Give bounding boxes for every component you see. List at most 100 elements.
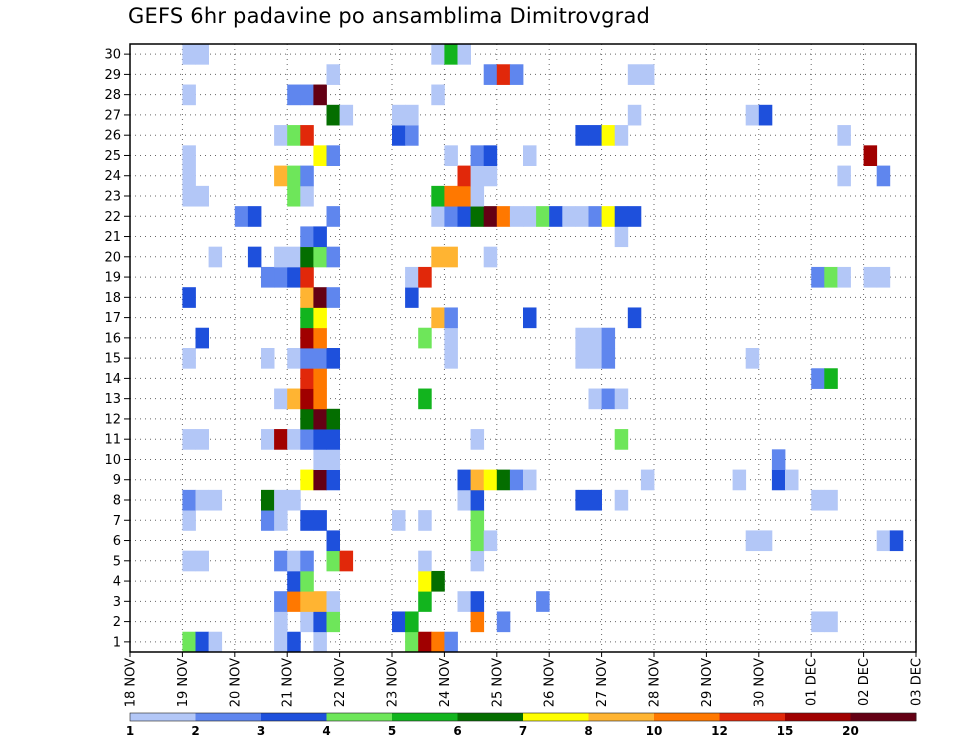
heatmap-cells [182,44,904,653]
heatmap-cell [313,348,327,369]
heatmap-cell [588,206,602,227]
heatmap-cell [313,449,327,470]
heatmap-cell [274,266,288,288]
heatmap-cell [208,489,223,511]
heatmap-cell [405,266,419,288]
heatmap-cell [300,185,314,207]
heatmap-cell [470,550,485,572]
heatmap-cell [326,64,340,85]
colorbar-swatch [719,713,786,721]
heatmap-cell [785,469,799,491]
heatmap-cell [392,510,406,531]
heatmap-cell [431,246,445,268]
heatmap-cell [496,64,511,85]
heatmap-cell [483,206,498,227]
colorbar-tick-label: 2 [191,724,199,738]
y-tick-label: 10 [104,453,121,468]
heatmap-cell [824,489,838,511]
heatmap-cell [496,469,511,491]
heatmap-cell [195,550,209,572]
heatmap-cell [405,611,419,633]
x-tick-label: 30 NOV [752,658,767,707]
heatmap-cell [876,165,891,187]
heatmap-cell [392,125,406,146]
heatmap-cell [824,266,838,288]
heatmap-cell [601,348,616,369]
heatmap-cell [470,489,485,511]
heatmap-cell [431,570,445,592]
heatmap-cell [182,429,196,450]
y-tick-label: 18 [104,291,121,306]
heatmap-cell [863,266,878,288]
heatmap-cell [444,145,458,166]
heatmap-cell [431,631,445,653]
heatmap-cell [274,611,288,633]
heatmap-cell [588,388,602,410]
heatmap-cell [405,287,419,308]
heatmap-cell [876,266,891,288]
heatmap-cell [614,489,629,511]
heatmap-cell [523,469,537,491]
y-tick-label: 15 [104,352,121,367]
heatmap-cell [811,611,825,633]
plot-frame [129,43,917,653]
heatmap-cell [313,408,327,430]
heatmap-cell [444,44,458,65]
grid-lines [130,44,916,652]
heatmap-cell [863,145,878,166]
y-tick-label: 30 [104,48,121,63]
heatmap-cell [313,246,327,268]
heatmap-cell [300,287,314,308]
heatmap-cell [326,550,340,572]
y-tick-label: 4 [113,575,121,590]
heatmap-cell [287,489,301,511]
heatmap-cell [627,104,642,126]
heatmap-cell [470,185,485,207]
x-tick-label: 25 NOV [490,658,505,707]
heatmap-cell [261,510,275,531]
heatmap-cell [444,206,458,227]
y-tick-label: 28 [104,88,121,103]
x-tick-label: 27 NOV [595,658,610,707]
colorbar-swatch [130,713,196,721]
colorbar-tick-label: 4 [322,724,330,738]
y-tick-label: 24 [104,169,121,184]
heatmap-cell [287,570,301,592]
colorbar-tick-label: 5 [388,724,396,738]
heatmap-cell [326,469,340,491]
heatmap-cell [549,206,563,227]
heatmap-cell [313,287,327,308]
y-tick-label: 23 [104,190,121,205]
colorbar-swatch [785,713,851,721]
heatmap-cell [811,368,825,389]
heatmap-cell [234,206,249,227]
heatmap-cell [261,429,275,450]
heatmap-cell [457,206,471,227]
heatmap-cell [274,510,288,531]
heatmap-cell [483,246,498,268]
heatmap-cell [470,611,485,633]
heatmap-cell [457,185,471,207]
heatmap-cell [274,550,288,572]
heatmap-cell [182,165,196,187]
heatmap-cell [483,469,498,491]
heatmap-cell [182,145,196,166]
heatmap-cell [837,165,851,187]
heatmap-cell [614,226,629,248]
heatmap-cell [614,206,629,227]
x-tick-label: 29 NOV [700,658,715,707]
heatmap-cell [326,206,340,227]
heatmap-cell [300,591,314,612]
colorbar-swatch [523,713,589,721]
y-tick-label: 29 [104,68,121,83]
y-tick-label: 5 [113,554,121,569]
heatmap-cell [287,348,301,369]
heatmap-cell [732,469,747,491]
heatmap-cell [811,266,825,288]
heatmap-cell [339,104,354,126]
heatmap-cell [601,206,616,227]
heatmap-cell [274,388,288,410]
heatmap-cell [300,226,314,248]
heatmap-cell [889,530,904,552]
